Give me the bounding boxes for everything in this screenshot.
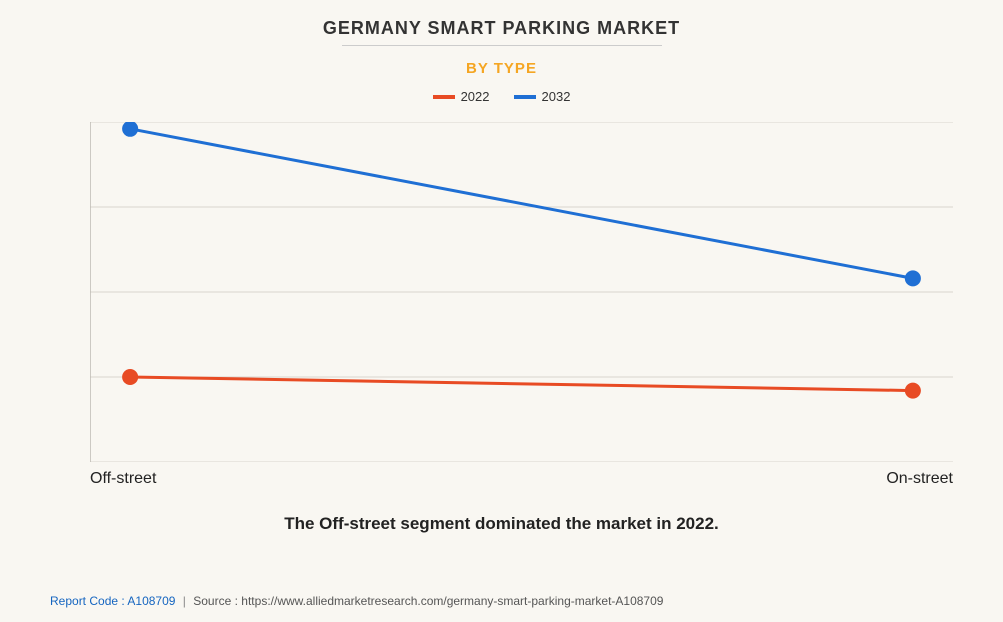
chart-area [90,122,953,462]
legend-swatch-2032 [514,95,536,99]
legend-item-2022: 2022 [433,89,490,104]
x-label-off-street: Off-street [90,470,156,488]
source-label: Source : [193,594,238,608]
title-underline [342,45,662,46]
line-chart-svg [90,122,953,462]
legend-swatch-2022 [433,95,455,99]
footer-separator: | [183,594,186,608]
source-url: https://www.alliedmarketresearch.com/ger… [241,594,663,608]
chart-caption: The Off-street segment dominated the mar… [0,514,1003,534]
footer: Report Code : A108709 | Source : https:/… [50,594,663,608]
x-label-on-street: On-street [886,470,953,488]
legend-label-2032: 2032 [542,89,571,104]
legend-label-2022: 2022 [461,89,490,104]
report-code-value: A108709 [127,594,175,608]
legend-item-2032: 2032 [514,89,571,104]
chart-title: GERMANY SMART PARKING MARKET [0,0,1003,39]
x-axis-labels: Off-street On-street [90,470,953,488]
report-code-label: Report Code : [50,594,125,608]
legend: 2022 2032 [0,89,1003,104]
chart-subtitle: BY TYPE [0,60,1003,77]
